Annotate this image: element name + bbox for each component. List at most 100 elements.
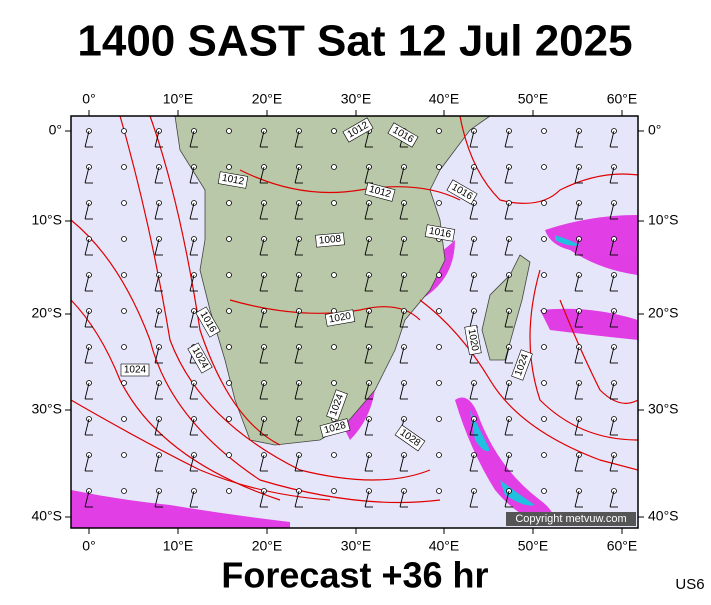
wind-barbs [84, 128, 618, 508]
barb-staff [574, 490, 580, 508]
barb-staff [504, 130, 510, 148]
barb-station [226, 488, 232, 494]
barb-staff [154, 382, 160, 400]
barb-staff [84, 310, 90, 328]
x-label-top: 20°E [252, 91, 283, 107]
barb-staff [399, 490, 405, 508]
isobar-label-box [120, 363, 150, 377]
footer: Forecast +36 hr [221, 555, 488, 596]
barb-station [121, 308, 127, 314]
isobar-label-box [424, 224, 456, 242]
rain-patch [71, 490, 290, 528]
isobar-label-box [187, 342, 213, 374]
barb-staff [84, 166, 90, 184]
isobar-label-text: 1020 [328, 311, 352, 326]
barb-staff [504, 490, 510, 508]
isobar-label-box [319, 418, 351, 438]
barb-staff [504, 166, 510, 184]
barb-station [226, 200, 232, 206]
barb-staff [399, 382, 405, 400]
barb-station [436, 200, 442, 206]
barb-staff [504, 274, 510, 292]
rain-patch [545, 215, 638, 275]
barb-staff [609, 418, 615, 436]
barb-station [121, 488, 127, 494]
y-label-right: 20°S [648, 305, 679, 321]
barb-station [331, 452, 337, 458]
barb-station [226, 416, 232, 422]
barb-staff [574, 166, 580, 184]
barb-station [436, 344, 442, 350]
barb-staff [574, 130, 580, 148]
barb-staff [364, 130, 370, 148]
x-label-bottom: 40°E [429, 538, 460, 554]
isobar [70, 399, 331, 501]
barb-staff [84, 238, 90, 256]
isobar-label: 1020 [324, 309, 356, 327]
madagascar [481, 254, 531, 361]
barb-station [121, 416, 127, 422]
barb-staff [574, 454, 580, 472]
barb-staff [469, 490, 475, 508]
barb-staff [259, 346, 265, 364]
barb-staff [574, 382, 580, 400]
barb-staff [189, 202, 195, 220]
barb-staff [469, 166, 475, 184]
isobar-label: 1024 [120, 363, 150, 377]
barb-staff [154, 490, 160, 508]
isobar-label-text: 1016 [428, 226, 452, 241]
barb-staff [84, 382, 90, 400]
map-frame [70, 115, 639, 529]
barb-staff [84, 274, 90, 292]
barb-station [121, 236, 127, 242]
barb-staff [364, 238, 370, 256]
y-label-left: 30°S [31, 401, 62, 417]
barb-staff [294, 274, 300, 292]
barb-station [226, 164, 232, 170]
barb-staff [469, 202, 475, 220]
barb-station [541, 344, 547, 350]
barb-station [541, 488, 547, 494]
barb-staff [84, 418, 90, 436]
barb-staff [189, 454, 195, 472]
isobar-label: 1016 [424, 224, 456, 242]
barb-station [226, 308, 232, 314]
isobar [119, 115, 431, 481]
barb-station [331, 380, 337, 386]
barb-staff [399, 238, 405, 256]
isobar-label: 1012 [364, 182, 396, 202]
isobar-label-box [324, 309, 356, 327]
barb-staff [504, 346, 510, 364]
barb-staff [469, 310, 475, 328]
barb-station [226, 272, 232, 278]
x-label-top: 30°E [341, 91, 372, 107]
barb-station [121, 272, 127, 278]
barb-staff [154, 346, 160, 364]
isobar-label-box [387, 122, 419, 148]
barb-station [541, 164, 547, 170]
rain-core [555, 235, 580, 246]
barb-staff [609, 454, 615, 472]
barb-staff [294, 382, 300, 400]
isobar-label-box [217, 171, 249, 189]
barb-station [121, 452, 127, 458]
y-label-right: 0° [648, 122, 661, 138]
barb-staff [469, 454, 475, 472]
y-label-right: 10°S [648, 212, 679, 228]
barb-staff [259, 418, 265, 436]
x-label-bottom: 30°E [341, 538, 372, 554]
barb-staff [504, 382, 510, 400]
barb-staff [609, 490, 615, 508]
isobar-label-text: 1024 [124, 365, 147, 376]
barb-staff [574, 346, 580, 364]
x-label-top: 50°E [518, 91, 549, 107]
barb-staff [154, 166, 160, 184]
isobar-label-box [342, 117, 374, 143]
y-label-left: 10°S [31, 212, 62, 228]
barb-staff [189, 490, 195, 508]
barb-staff [259, 130, 265, 148]
barb-staff [154, 454, 160, 472]
barb-staff [504, 418, 510, 436]
barb-staff [259, 310, 265, 328]
